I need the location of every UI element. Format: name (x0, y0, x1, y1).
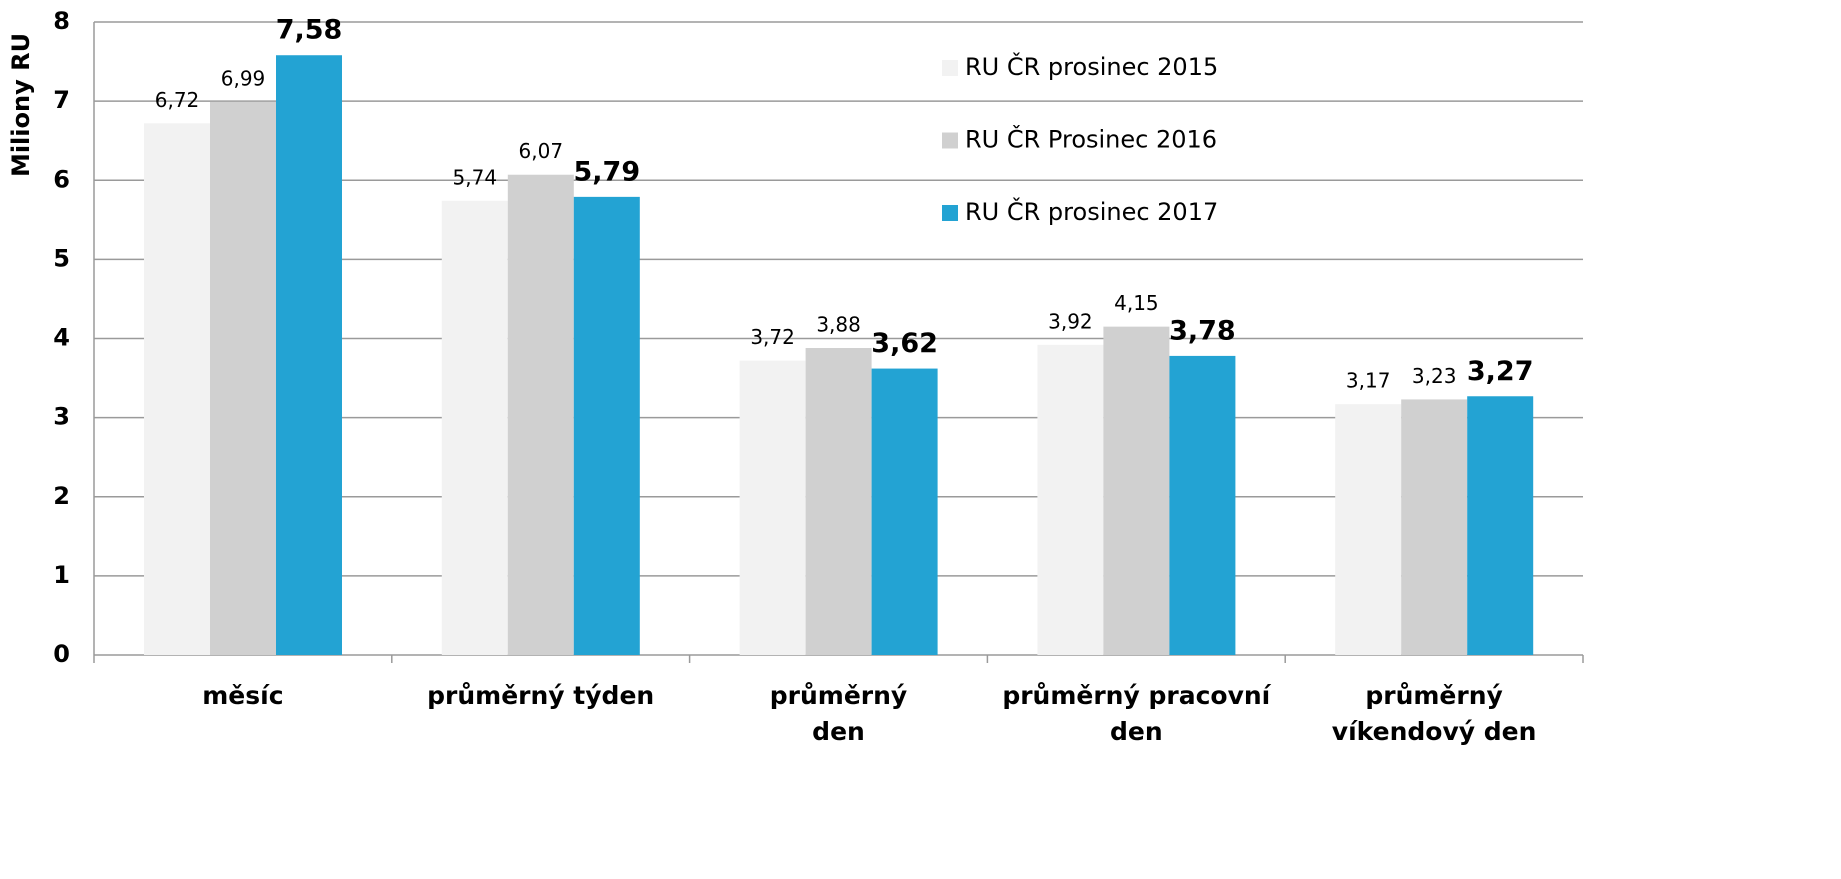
value-label: 3,92 (1048, 309, 1093, 333)
value-label: 3,23 (1412, 364, 1457, 388)
value-label: 3,62 (871, 328, 938, 359)
bar (1103, 326, 1170, 655)
value-label: 3,88 (816, 312, 861, 336)
bar (276, 55, 342, 656)
bar (805, 347, 872, 655)
bar (507, 174, 574, 655)
bar (1467, 396, 1534, 655)
bar (1037, 344, 1104, 655)
bar (144, 123, 210, 655)
value-label: 3,17 (1346, 369, 1391, 393)
x-tick-label: průměrný víkendový den (1331, 681, 1537, 746)
legend-marker (942, 205, 958, 221)
y-tick-label: 1 (53, 561, 70, 589)
bar (1401, 399, 1468, 655)
bar (739, 360, 806, 655)
x-tick-label: průměrný týden (427, 681, 655, 710)
value-label: 5,79 (573, 156, 640, 187)
value-label: 6,99 (221, 66, 266, 90)
y-tick-label: 2 (53, 482, 70, 510)
y-axis-label: Miliony RU (7, 33, 35, 177)
y-tick-label: 3 (53, 403, 70, 431)
x-tick-label: průměrný pracovní den (1002, 681, 1271, 746)
y-tick-label: 4 (53, 324, 70, 352)
bar (210, 101, 276, 655)
value-label: 4,15 (1114, 291, 1159, 315)
x-tick-label: průměrný den (769, 681, 908, 746)
value-label: 3,27 (1467, 356, 1534, 387)
legend-label: RU ČR Prosinec 2016 (965, 124, 1217, 154)
y-tick-label: 0 (53, 640, 70, 668)
bar (441, 200, 508, 655)
bar (1335, 404, 1402, 655)
legend-label: RU ČR prosinec 2017 (965, 196, 1218, 226)
y-tick-label: 6 (53, 165, 70, 193)
legend-marker (942, 132, 958, 149)
value-label: 6,72 (155, 88, 200, 112)
bar (573, 196, 640, 655)
value-label: 7,58 (276, 15, 343, 46)
x-tick-label: měsíc (202, 681, 284, 710)
value-label: 3,78 (1169, 315, 1236, 346)
y-tick-label: 8 (53, 7, 70, 35)
y-tick-label: 7 (53, 86, 70, 114)
value-label: 5,74 (453, 165, 498, 189)
value-label: 3,72 (750, 325, 795, 349)
legend-marker (942, 60, 958, 76)
y-tick-label: 5 (53, 244, 70, 272)
value-label: 6,07 (519, 139, 564, 163)
legend-label: RU ČR prosinec 2015 (965, 51, 1218, 81)
bar (1169, 355, 1236, 655)
bar (871, 368, 938, 655)
